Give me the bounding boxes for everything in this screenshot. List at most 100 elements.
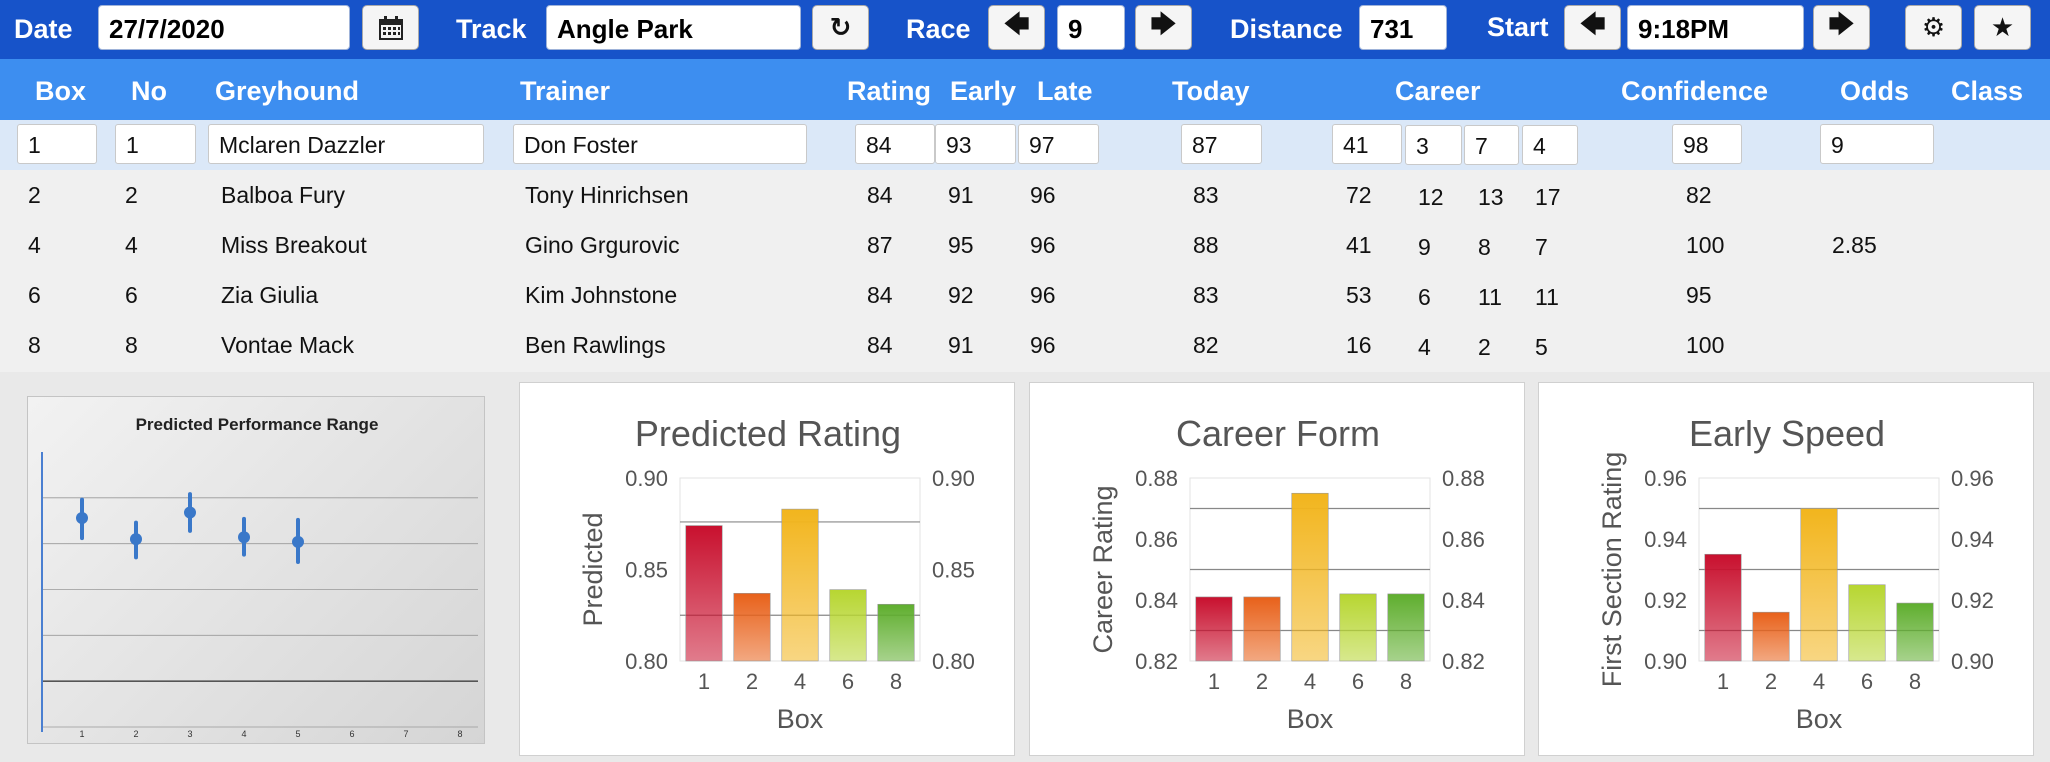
col-greyhound[interactable]: Greyhound <box>215 76 360 106</box>
confidence-cell: 95 <box>1686 282 1712 308</box>
late-cell: 96 <box>1030 332 1056 358</box>
x-tick-label: 6 <box>842 669 854 694</box>
col-early[interactable]: Early <box>950 76 1017 106</box>
number-field[interactable]: 1 <box>115 124 196 164</box>
career-cell-4: 17 <box>1535 184 1561 210</box>
greyhound-field[interactable]: Mclaren Dazzler <box>208 124 484 164</box>
confidence-cell: 100 <box>1686 232 1725 258</box>
y-axis-label: First Section Rating <box>1597 452 1627 688</box>
career-field-1[interactable]: 41 <box>1332 124 1402 164</box>
table-row-selected[interactable]: 1 1 Mclaren Dazzler Don Foster 84 93 97 … <box>0 120 2050 170</box>
career-cell-1: 72 <box>1346 182 1372 208</box>
y-tick-label: 0.84 <box>1135 588 1178 613</box>
career-form-svg: Career Form 0.82 0.82 0.84 0.84 0.86 0.86 0.88 0… <box>1088 413 1485 734</box>
career-field-4[interactable]: 4 <box>1522 125 1578 165</box>
career-field-2[interactable]: 3 <box>1405 125 1462 165</box>
late-field[interactable]: 97 <box>1018 124 1099 164</box>
rating-field[interactable]: 84 <box>855 124 935 164</box>
col-confidence[interactable]: Confidence <box>1621 76 1769 106</box>
start-prev-button[interactable]: 🡄 <box>1564 5 1621 50</box>
x-tick-label: 2 <box>746 669 758 694</box>
odds-field[interactable]: 9 <box>1820 124 1934 164</box>
performance-range-svg: Predicted Performance Range 1 2 3 4 5 6 7 8 <box>41 415 478 739</box>
late-cell: 96 <box>1030 232 1056 258</box>
chart-title: Career Form <box>1176 413 1380 454</box>
early-field[interactable]: 93 <box>935 124 1016 164</box>
late-cell: 96 <box>1030 182 1056 208</box>
x-tick-label: 2 <box>1765 669 1777 694</box>
table-row[interactable]: 8 8 Vontae Mack Ben Rawlings 84 91 96 82 16 4 2 5 10… <box>0 320 2050 370</box>
y-tick-label: 0.85 <box>625 558 668 583</box>
distance-label: Distance <box>1230 14 1343 44</box>
date-input[interactable]: 27/7/2020 <box>98 5 350 50</box>
x-tick-label: 8 <box>890 669 902 694</box>
y-tick-label: 0.82 <box>1135 649 1178 674</box>
today-field[interactable]: 87 <box>1181 124 1262 164</box>
x-tick-label: 8 <box>1400 669 1412 694</box>
settings-button[interactable]: ⚙ <box>1905 5 1962 50</box>
career-cell-3: 11 <box>1478 284 1502 310</box>
y2-tick-label: 0.84 <box>1442 588 1485 613</box>
y-tick-label: 0.94 <box>1644 527 1687 552</box>
confidence-cell: 100 <box>1686 332 1725 358</box>
track-input[interactable]: Angle Park <box>546 5 801 50</box>
early-cell: 91 <box>948 182 974 208</box>
greyhound-cell: Vontae Mack <box>221 332 354 358</box>
race-input[interactable]: 9 <box>1057 5 1125 50</box>
confidence-field[interactable]: 98 <box>1672 124 1742 164</box>
race-prev-button[interactable]: 🡄 <box>988 5 1045 50</box>
favorite-button[interactable]: ★ <box>1974 5 2031 50</box>
career-cell-2: 9 <box>1418 234 1431 260</box>
bar <box>877 603 915 662</box>
col-no[interactable]: No <box>131 76 167 106</box>
calendar-button[interactable] <box>362 5 419 50</box>
col-odds[interactable]: Odds <box>1840 76 1910 106</box>
col-box[interactable]: Box <box>35 76 87 106</box>
x-tick-label: 4 <box>1813 669 1825 694</box>
predicted-rating-svg: Predicted Rating 0.80 0.80 0.85 0.85 0.90 0.90… <box>578 413 975 734</box>
data-point <box>130 533 142 546</box>
rating-cell: 84 <box>867 332 893 358</box>
y2-tick-label: 0.94 <box>1951 527 1994 552</box>
start-next-button[interactable]: 🡆 <box>1813 5 1870 50</box>
col-career[interactable]: Career <box>1395 76 1481 106</box>
col-rating[interactable]: Rating <box>847 76 931 106</box>
bar <box>829 589 867 662</box>
y-tick-label: 0.90 <box>1644 649 1687 674</box>
start-input[interactable]: 9:18PM <box>1627 5 1804 50</box>
bar <box>685 525 723 662</box>
chart-title: Predicted Performance Range <box>136 415 379 434</box>
col-class[interactable]: Class <box>1951 76 2024 106</box>
number-cell: 2 <box>125 182 138 208</box>
x-axis-label: Box <box>777 704 824 734</box>
early-speed-svg: Early Speed 0.90 0.90 0.92 0.92 0.94 0.94 0.96 0… <box>1597 413 1994 734</box>
table-row[interactable]: 4 4 Miss Breakout Gino Grgurovic 87 95 96 88 41 9… <box>0 220 2050 270</box>
refresh-button[interactable]: ↻ <box>812 5 869 50</box>
x-tick-label: 4 <box>241 729 246 739</box>
confidence-cell: 82 <box>1686 182 1712 208</box>
bar <box>1704 553 1742 662</box>
trainer-cell: Tony Hinrichsen <box>525 182 689 208</box>
distance-input[interactable]: 731 <box>1359 5 1447 50</box>
y2-tick-label: 0.86 <box>1442 527 1485 552</box>
col-trainer[interactable]: Trainer <box>520 76 611 106</box>
arrow-left-icon: 🡄 <box>1003 9 1030 40</box>
x-tick-label: 2 <box>1256 669 1268 694</box>
table-row[interactable]: 6 6 Zia Giulia Kim Johnstone 84 92 96 83 53 6 11 11… <box>0 270 2050 320</box>
rows-background <box>0 170 2050 372</box>
race-next-button[interactable]: 🡆 <box>1135 5 1192 50</box>
col-today[interactable]: Today <box>1172 76 1250 106</box>
x-tick-label: 4 <box>794 669 806 694</box>
y-tick-label: 0.90 <box>625 466 668 491</box>
today-cell: 82 <box>1193 332 1219 358</box>
rating-cell: 84 <box>867 282 893 308</box>
career-field-3[interactable]: 7 <box>1464 125 1519 165</box>
box-cell: 2 <box>28 182 41 208</box>
box-field[interactable]: 1 <box>17 124 97 164</box>
career-cell-2: 6 <box>1418 284 1431 310</box>
y2-tick-label: 0.92 <box>1951 588 1994 613</box>
col-late[interactable]: Late <box>1037 76 1093 106</box>
table-row[interactable]: 2 2 Balboa Fury Tony Hinrichsen 84 91 96 83 72 12… <box>0 170 2050 220</box>
y-tick-label: 0.86 <box>1135 527 1178 552</box>
trainer-field[interactable]: Don Foster <box>513 124 807 164</box>
